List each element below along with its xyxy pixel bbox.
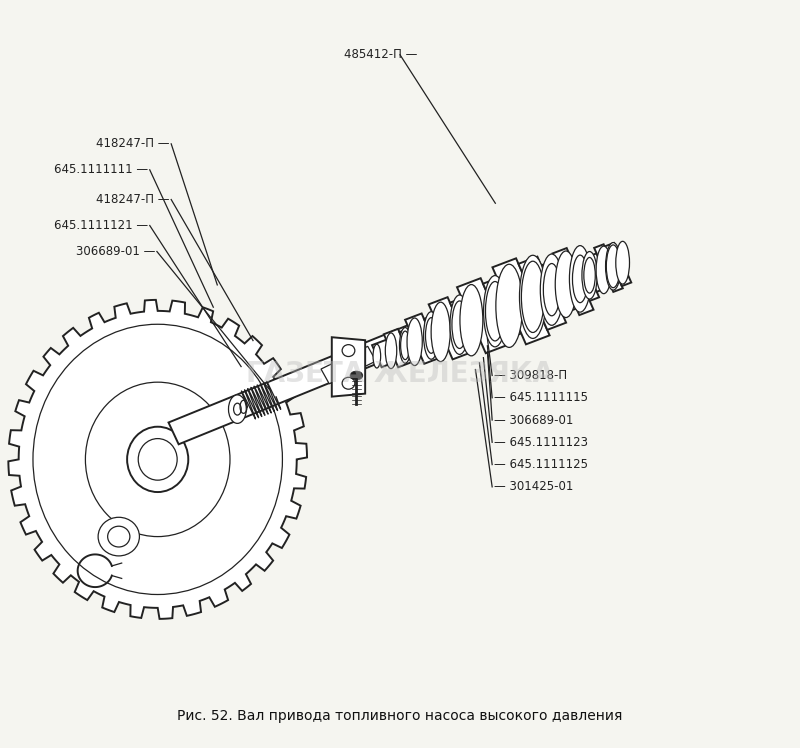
Ellipse shape: [522, 261, 544, 332]
Polygon shape: [570, 254, 599, 301]
Polygon shape: [457, 278, 510, 353]
Text: 418247-П —: 418247-П —: [96, 138, 170, 150]
Ellipse shape: [540, 254, 563, 325]
Ellipse shape: [598, 252, 610, 288]
Text: Рис. 52. Вал привода топливного насоса высокого давления: Рис. 52. Вал привода топливного насоса в…: [178, 708, 622, 723]
Ellipse shape: [399, 328, 411, 364]
Polygon shape: [429, 297, 471, 359]
Ellipse shape: [519, 255, 546, 338]
Ellipse shape: [108, 526, 130, 547]
Ellipse shape: [401, 331, 410, 360]
Ellipse shape: [452, 301, 467, 349]
Ellipse shape: [337, 347, 365, 385]
Ellipse shape: [616, 242, 630, 284]
Ellipse shape: [33, 324, 282, 595]
Polygon shape: [594, 245, 622, 292]
Polygon shape: [372, 340, 396, 367]
Text: ГАЗЕТА ЖЕЛЕЗЯКА: ГАЗЕТА ЖЕЛЕЗЯКА: [246, 360, 554, 388]
Polygon shape: [332, 337, 365, 396]
Polygon shape: [384, 329, 412, 367]
Text: — 645.1111115: — 645.1111115: [494, 391, 588, 404]
Ellipse shape: [234, 403, 242, 415]
Ellipse shape: [555, 251, 577, 318]
Ellipse shape: [464, 296, 479, 344]
Polygon shape: [424, 316, 448, 352]
Ellipse shape: [342, 345, 355, 357]
Polygon shape: [493, 258, 550, 344]
Text: 418247-П —: 418247-П —: [96, 193, 170, 206]
Ellipse shape: [86, 382, 230, 536]
Ellipse shape: [500, 276, 518, 336]
Ellipse shape: [138, 438, 177, 480]
Ellipse shape: [450, 295, 469, 355]
Ellipse shape: [98, 518, 139, 556]
Ellipse shape: [386, 333, 397, 369]
Ellipse shape: [584, 257, 595, 293]
Text: — 306689-01: — 306689-01: [494, 414, 573, 426]
Ellipse shape: [606, 245, 620, 288]
Ellipse shape: [573, 255, 588, 303]
Polygon shape: [542, 260, 577, 314]
Text: — 301425-01: — 301425-01: [494, 480, 573, 494]
Ellipse shape: [426, 318, 437, 353]
Polygon shape: [483, 278, 521, 339]
Ellipse shape: [373, 344, 381, 368]
Polygon shape: [553, 248, 594, 315]
Text: — 645.1111123: — 645.1111123: [494, 436, 588, 449]
Polygon shape: [605, 243, 631, 286]
Polygon shape: [582, 254, 611, 292]
Ellipse shape: [410, 328, 419, 356]
Polygon shape: [518, 257, 566, 330]
Text: 645.1111121 —: 645.1111121 —: [54, 219, 148, 232]
Text: 485412-П —: 485412-П —: [344, 49, 418, 61]
Text: 306689-01 —: 306689-01 —: [76, 245, 155, 258]
Ellipse shape: [596, 246, 611, 294]
Ellipse shape: [435, 314, 446, 350]
Ellipse shape: [606, 242, 621, 290]
Ellipse shape: [558, 258, 574, 310]
Ellipse shape: [486, 281, 505, 341]
Ellipse shape: [350, 371, 362, 380]
Polygon shape: [321, 346, 376, 384]
Text: 645.1111111 —: 645.1111111 —: [54, 163, 148, 177]
Polygon shape: [8, 300, 307, 619]
Polygon shape: [405, 313, 441, 364]
Ellipse shape: [127, 426, 188, 492]
Ellipse shape: [570, 245, 590, 312]
Ellipse shape: [582, 251, 597, 299]
Ellipse shape: [407, 318, 422, 366]
Ellipse shape: [332, 349, 360, 387]
Ellipse shape: [423, 312, 439, 359]
Polygon shape: [169, 321, 429, 444]
Text: — 645.1111125: — 645.1111125: [494, 458, 588, 471]
Ellipse shape: [342, 377, 355, 389]
Ellipse shape: [460, 284, 483, 356]
Ellipse shape: [431, 302, 450, 361]
Ellipse shape: [483, 275, 506, 347]
Ellipse shape: [543, 263, 560, 316]
Ellipse shape: [387, 339, 395, 363]
Polygon shape: [399, 328, 421, 358]
Polygon shape: [450, 298, 481, 347]
Ellipse shape: [229, 395, 246, 423]
Ellipse shape: [496, 264, 522, 347]
Text: — 309818-П: — 309818-П: [494, 369, 567, 382]
